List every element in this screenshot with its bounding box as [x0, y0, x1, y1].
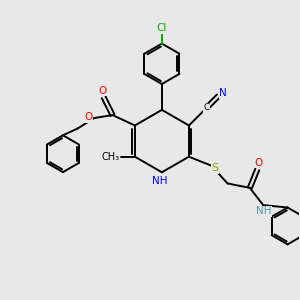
- Text: S: S: [212, 163, 219, 173]
- Text: O: O: [98, 86, 106, 96]
- Text: O: O: [85, 112, 93, 122]
- Text: CH₃: CH₃: [101, 152, 119, 162]
- Text: Cl: Cl: [157, 23, 167, 33]
- Text: NH: NH: [152, 176, 167, 186]
- Text: NH: NH: [256, 206, 272, 216]
- Text: C: C: [203, 103, 209, 112]
- Text: O: O: [255, 158, 263, 168]
- Text: N: N: [219, 88, 227, 98]
